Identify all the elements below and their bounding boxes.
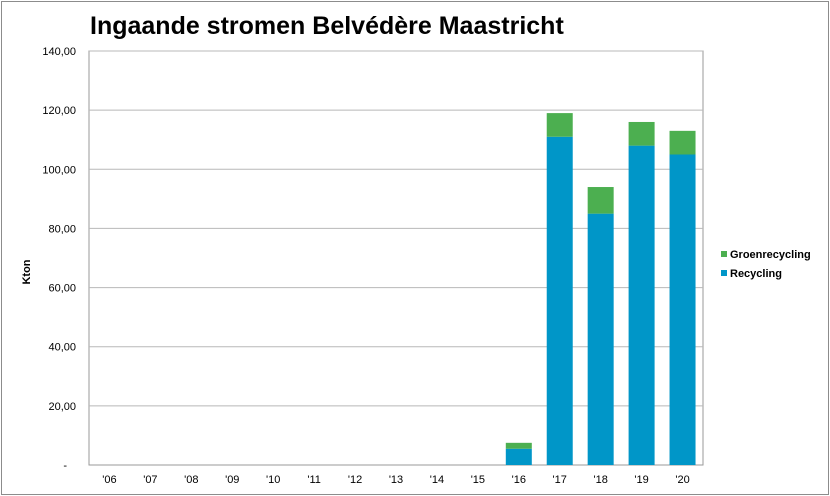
x-tick-label: '19 [634, 474, 648, 486]
y-tick-label: 20,00 [48, 401, 76, 413]
y-tick-label: 140,00 [42, 46, 76, 58]
legend-swatch-groenrecycling [721, 251, 727, 257]
y-tick-label: 60,00 [48, 283, 76, 295]
x-axis-ticks: '06 '07 '08 '09 '10 '11 '12 '13 '14 '15 '16 '17 '18 '… [102, 474, 689, 486]
x-tick-label: '06 [102, 474, 116, 486]
x-tick-label: '13 [389, 474, 403, 486]
x-tick-label: '16 [512, 474, 526, 486]
x-tick-label: '12 [348, 474, 362, 486]
bar-recycling-16 [505, 448, 532, 465]
x-tick-label: '18 [593, 474, 607, 486]
x-tick-label: '11 [307, 474, 321, 486]
bar-recycling-20 [669, 154, 696, 465]
chart-title: Ingaande stromen Belvédère Maastricht [90, 12, 564, 40]
y-tick-label: 40,00 [48, 342, 76, 354]
bar-groenrecycling-20 [669, 130, 696, 155]
bar-groenrecycling-17 [546, 113, 573, 137]
bar-recycling-17 [546, 136, 573, 465]
x-tick-label: '10 [266, 474, 280, 486]
y-tick-label: 80,00 [48, 223, 76, 235]
legend-label-groenrecycling: Groenrecycling [730, 249, 811, 261]
y-axis-label: Kton [21, 259, 33, 284]
bar-recycling-19 [628, 145, 655, 465]
x-tick-label: '14 [430, 474, 444, 486]
legend-label-recycling: Recycling [730, 268, 782, 280]
bar-groenrecycling-19 [628, 121, 655, 146]
x-tick-label: '08 [184, 474, 198, 486]
y-tick-label: 100,00 [42, 164, 76, 176]
bar-groenrecycling-16 [505, 442, 532, 449]
x-tick-label: '17 [553, 474, 567, 486]
x-tick-label: '15 [471, 474, 485, 486]
x-tick-label: '09 [225, 474, 239, 486]
x-tick-label: '20 [675, 474, 689, 486]
y-tick-label: 120,00 [42, 105, 76, 117]
legend: Groenrecycling Recycling [721, 249, 811, 280]
bars [505, 113, 696, 465]
bar-recycling-18 [587, 213, 614, 465]
x-tick-label: '07 [143, 474, 157, 486]
y-tick-label: - [63, 460, 67, 472]
bar-groenrecycling-18 [587, 187, 614, 214]
legend-swatch-recycling [721, 270, 727, 276]
y-axis-ticks: - 20,00 40,00 60,00 80,00 100,00 120,00 140,00 [42, 46, 76, 472]
